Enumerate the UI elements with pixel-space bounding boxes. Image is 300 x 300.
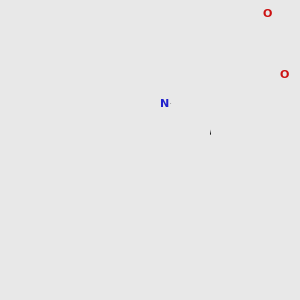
Text: O: O: [263, 9, 272, 19]
Text: O: O: [279, 70, 289, 80]
Text: N: N: [160, 99, 169, 109]
